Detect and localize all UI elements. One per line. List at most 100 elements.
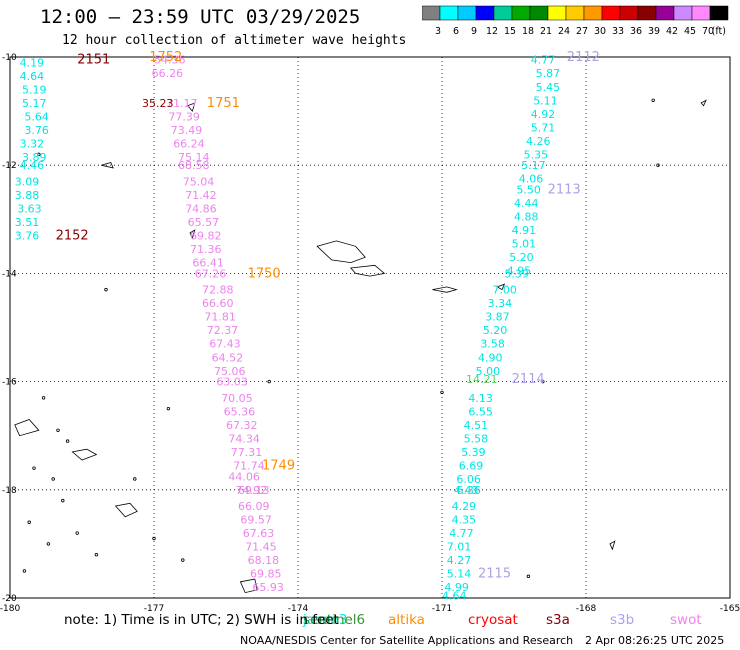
track-altika: 1750: [248, 266, 281, 281]
island-outline: [71, 448, 98, 461]
wave-height-label: 5.87: [536, 67, 561, 80]
pass-number-label: 1750: [248, 266, 281, 281]
islet: [65, 439, 70, 443]
wave-height-label: 65.57: [188, 216, 220, 229]
track-jason3: 4.775.875.455.114.925.714.265.355.174.06…: [442, 54, 560, 603]
islet: [104, 287, 108, 292]
wave-height-label: 68.18: [248, 554, 280, 567]
wave-height-label: 67.63: [243, 527, 274, 540]
wave-height-label: 3.87: [485, 311, 510, 324]
wave-height-label: 5.39: [504, 267, 529, 280]
color-scale-tick: 70: [702, 26, 714, 37]
color-scale-tick: 33: [612, 26, 624, 37]
wave-height-label: 54.36: [154, 54, 186, 67]
wave-height-label: 75.04: [183, 175, 215, 188]
track-s3a: 35.23 2151: [77, 53, 173, 110]
wave-height-label: 4.90: [478, 351, 503, 364]
wave-height-label: 77.31: [231, 446, 262, 459]
wave-height-label: 4.27: [447, 554, 472, 567]
island-outline: [496, 283, 506, 291]
wave-height-label: 5.14: [447, 568, 472, 581]
wave-height-label: 4.44: [514, 197, 539, 210]
island-outline: [349, 264, 386, 277]
wave-height-label: 66.26: [152, 67, 184, 80]
wave-height-label: 5.20: [483, 324, 508, 337]
wave-height-label: 5.64: [24, 111, 49, 124]
color-scale-tick: 3: [435, 26, 441, 37]
wave-height-label: 66.24: [173, 138, 205, 151]
wave-height-label: 7.01: [447, 541, 472, 554]
wave-height-label: 66.60: [202, 297, 234, 310]
coastlines: [14, 98, 707, 594]
wave-height-label: 74.92: [236, 484, 268, 497]
lon-tick-label: -171: [432, 604, 452, 612]
wave-height-label: 14.21: [466, 373, 498, 386]
credit-text: NOAA/NESDIS Center for Satellite Applica…: [240, 634, 574, 647]
wave-height-label: 72.37: [207, 324, 239, 337]
color-scale-tick: 27: [576, 26, 588, 37]
map-subtitle: 12 hour collection of altimeter wave hei…: [62, 33, 407, 48]
color-scale-tick: 12: [486, 26, 498, 37]
lon-tick-label: -168: [576, 604, 597, 612]
color-scale-tick: 15: [504, 26, 516, 37]
legend-sentinel6: sentinel6: [303, 612, 366, 628]
wave-height-label: 4.29: [452, 500, 477, 513]
wave-height-label: 69.13: [238, 484, 270, 497]
wave-height-label: 3.09: [15, 175, 40, 188]
wave-height-label: 5.11: [533, 94, 558, 107]
wave-height-label: 7.00: [492, 284, 517, 297]
wave-height-label: 73.49: [171, 124, 203, 137]
wave-height-label: 5.17: [521, 159, 546, 172]
wave-height-label: 4.51: [464, 419, 489, 432]
island-outline: [700, 99, 707, 107]
islet: [440, 390, 444, 395]
wave-height-label: 71.45: [245, 541, 277, 554]
wave-height-label: 5.45: [536, 81, 561, 94]
islet: [61, 498, 65, 503]
track-s3b: 2113: [548, 183, 581, 198]
island-outline: [316, 240, 366, 264]
footer-note: note: 1) Time is in UTC; 2) SWH is in fe…: [64, 612, 339, 628]
color-scale-tick: 39: [648, 26, 660, 37]
wave-height-label: 65.93: [252, 581, 284, 594]
islet: [37, 152, 41, 157]
track-hy2: 14.21: [466, 373, 498, 386]
islet: [656, 163, 660, 167]
islet: [75, 531, 79, 535]
lon-tick-label: -165: [720, 604, 740, 612]
islet: [41, 396, 46, 400]
wave-height-label: 67.32: [226, 419, 258, 432]
wave-height-label: 69.82: [190, 230, 222, 243]
wave-height-label: 75.06: [214, 365, 246, 378]
track-altika: 1749: [262, 458, 295, 473]
wave-height-label: 6.06: [456, 473, 481, 486]
lat-tick-label: -16: [2, 378, 17, 388]
pass-number-label: 1749: [262, 458, 295, 473]
wave-height-label: 67.43: [209, 338, 241, 351]
wave-height-label: 3.89: [22, 151, 47, 164]
wave-height-label: 5.71: [531, 121, 556, 134]
island-outline: [101, 162, 114, 169]
islet: [56, 428, 60, 432]
pass-number-label: 2151: [77, 53, 110, 68]
color-scale-tick: 21: [540, 26, 552, 37]
pass-number-label: 2152: [56, 229, 89, 244]
island-outline: [189, 229, 196, 240]
islet: [32, 466, 36, 470]
islet: [46, 542, 51, 546]
islet: [133, 477, 137, 481]
wave-height-label: 5.20: [509, 251, 534, 264]
wave-height-label: 4.99: [444, 581, 469, 594]
legend-s3b: s3b: [610, 612, 635, 628]
islet: [166, 406, 171, 411]
color-scale-tick: 9: [471, 26, 477, 37]
wave-height-label: 71.81: [204, 311, 236, 324]
wave-height-label: 4.92: [531, 108, 556, 121]
wave-height-label: 4.06: [519, 173, 544, 186]
legend-jason3: jason3: [303, 612, 348, 628]
track-s3b: 2112: [567, 50, 600, 65]
track-altika: 1752: [149, 50, 182, 65]
islet: [22, 569, 27, 573]
wave-height-label: 4.77: [531, 54, 556, 67]
legend-s3a: s3a: [546, 612, 570, 628]
